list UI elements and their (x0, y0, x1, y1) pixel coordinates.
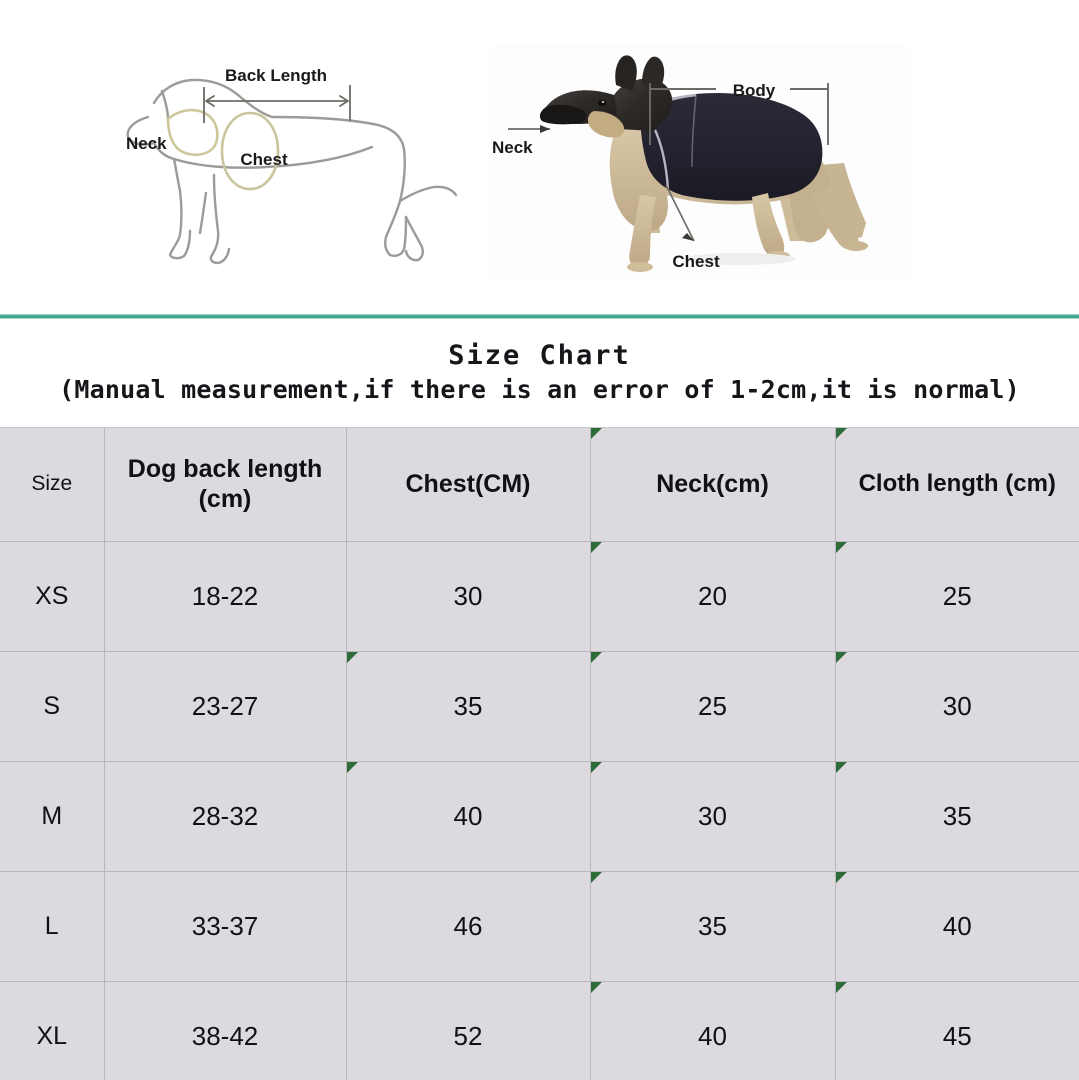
comment-flag-icon (590, 982, 602, 993)
table-row: XL 38-42 52 40 45 (0, 981, 1079, 1080)
dog-line-drawing-diagram: Back Length Neck Chest (110, 45, 490, 270)
cell-neck: 35 (590, 871, 836, 982)
comment-flag-icon (590, 762, 602, 773)
section-divider (0, 314, 1079, 319)
comment-flag-icon (590, 652, 602, 663)
table-row: M 28-32 40 30 35 (0, 761, 1079, 872)
cell-size: L (0, 871, 105, 982)
label-chest: Chest (240, 150, 288, 169)
comment-flag-icon (835, 872, 847, 883)
cell-neck-value: 20 (698, 581, 727, 611)
cell-chest-value: 40 (453, 801, 483, 831)
size-chart-table: Size Dog back length (cm) Chest(CM) Neck… (0, 427, 1079, 1080)
comment-flag-icon (346, 652, 358, 663)
comment-flag-icon (835, 428, 847, 439)
cell-size: XL (0, 981, 105, 1080)
cell-cloth-length-value: 40 (942, 911, 972, 941)
page-title: Size Chart (448, 340, 631, 371)
comment-flag-icon (835, 542, 847, 553)
cell-back-length: 33-37 (104, 871, 347, 982)
cell-back-length: 38-42 (104, 981, 347, 1080)
cell-chest: 46 (346, 871, 591, 982)
column-header-cloth-length: Cloth length (cm) (835, 427, 1079, 542)
cell-cloth-length-value: 35 (942, 801, 972, 831)
cell-neck-value: 35 (698, 911, 727, 941)
cell-neck-value: 25 (698, 691, 727, 721)
cell-neck: 25 (590, 651, 836, 762)
label-chest: Chest (672, 252, 720, 271)
title-block: Size Chart (Manual measurement,if there … (0, 330, 1079, 425)
cell-chest-value: 35 (453, 691, 483, 721)
cell-neck: 30 (590, 761, 836, 872)
column-header-cloth-length-label: Cloth length (cm) (858, 470, 1056, 498)
cell-neck-value: 40 (698, 1021, 727, 1051)
cell-chest: 30 (346, 541, 591, 652)
label-back-length: Back Length (225, 66, 327, 85)
cell-chest: 40 (346, 761, 591, 872)
cell-cloth-length-value: 45 (942, 1021, 972, 1051)
comment-flag-icon (590, 542, 602, 553)
label-neck: Neck (492, 138, 533, 157)
cell-cloth-length: 40 (835, 871, 1079, 982)
measurement-note: (Manual measurement,if there is an error… (59, 375, 1020, 405)
cell-chest: 35 (346, 651, 591, 762)
column-header-dog-back-length: Dog back length (cm) (104, 427, 347, 542)
comment-flag-icon (835, 982, 847, 993)
column-header-dog-back-length-line2: (cm) (198, 484, 252, 513)
column-header-chest: Chest(CM) (346, 427, 591, 542)
cell-cloth-length-value: 25 (942, 581, 972, 611)
comment-flag-icon (590, 872, 602, 883)
cell-size: S (0, 651, 105, 762)
column-header-neck: Neck(cm) (590, 427, 836, 542)
dog-photo-diagram: Body Neck Chest (490, 45, 910, 280)
comment-flag-icon (835, 762, 847, 773)
cell-size: M (0, 761, 105, 872)
comment-flag-icon (346, 762, 358, 773)
cell-neck-value: 30 (698, 801, 727, 831)
column-header-size: Size (0, 427, 105, 542)
cell-cloth-length: 45 (835, 981, 1079, 1080)
cell-cloth-length: 30 (835, 651, 1079, 762)
cell-neck: 40 (590, 981, 836, 1080)
cell-size: XS (0, 541, 105, 652)
column-header-chest-label: Chest(CM) (405, 469, 531, 498)
column-header-dog-back-length-line1: Dog back length (127, 455, 323, 483)
cell-chest: 52 (346, 981, 591, 1080)
cell-back-length: 28-32 (104, 761, 347, 872)
cell-cloth-length-value: 30 (942, 691, 972, 721)
label-body: Body (733, 81, 776, 100)
column-header-size-label: Size (31, 472, 73, 496)
measurement-illustration-band: Back Length Neck Chest (0, 0, 1079, 317)
table-row: L 33-37 46 35 40 (0, 871, 1079, 982)
label-neck: Neck (126, 134, 167, 153)
size-table-container: Size Dog back length (cm) Chest(CM) Neck… (0, 427, 1079, 1080)
cell-neck: 20 (590, 541, 836, 652)
cell-cloth-length: 25 (835, 541, 1079, 652)
comment-flag-icon (835, 652, 847, 663)
table-row: S 23-27 35 25 30 (0, 651, 1079, 762)
cell-cloth-length: 35 (835, 761, 1079, 872)
cell-back-length: 18-22 (104, 541, 347, 652)
cell-back-length: 23-27 (104, 651, 347, 762)
comment-flag-icon (590, 428, 602, 439)
table-row: XS 18-22 30 20 25 (0, 541, 1079, 652)
table-header-row: Size Dog back length (cm) Chest(CM) Neck… (0, 427, 1079, 542)
column-header-neck-label: Neck(cm) (656, 469, 769, 498)
